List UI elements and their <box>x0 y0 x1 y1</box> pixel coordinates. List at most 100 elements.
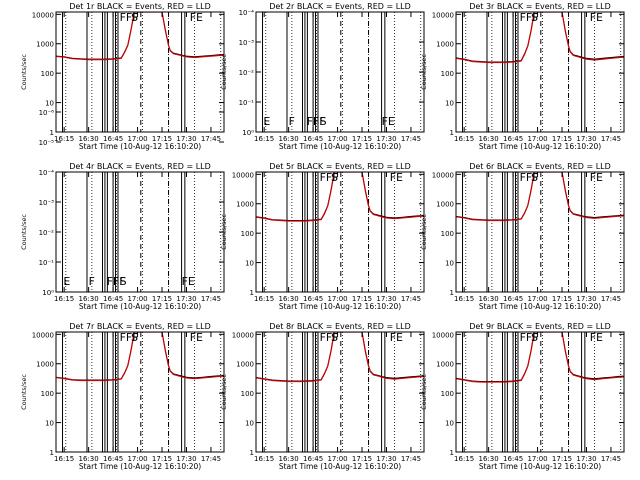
x-tick-label: 17:00 <box>527 455 547 463</box>
y-tick-label: 10⁻⁴ <box>239 9 255 17</box>
annotation-letter: FFF <box>120 11 139 24</box>
panel-title: Det 7r BLACK = Events, RED = LLD <box>69 322 211 331</box>
x-tick-label: 17:30 <box>176 455 196 463</box>
plot-frame <box>255 11 425 133</box>
annotation-letter: FFF <box>320 171 339 184</box>
plot-frame <box>455 11 625 133</box>
x-tick-label: 17:00 <box>127 455 147 463</box>
panel-title: Det 8r BLACK = Events, RED = LLD <box>269 322 411 331</box>
x-tick-label: 17:45 <box>401 135 421 143</box>
y-tick-label: 100 <box>241 230 254 238</box>
x-tick-label: 17:45 <box>601 455 621 463</box>
y-tick-label: 10⁻³ <box>239 39 255 47</box>
x-tick-label: 17:15 <box>552 135 572 143</box>
panel-title: Det 9r BLACK = Events, RED = LLD <box>469 322 611 331</box>
x-tick-label: 16:30 <box>479 295 499 303</box>
y-tick-label: 1 <box>50 129 54 137</box>
y-tick-label: 10⁻² <box>39 229 55 237</box>
x-tick-label: 16:15 <box>254 295 274 303</box>
x-tick-label: 16:30 <box>79 295 99 303</box>
y-tick-label: 10000 <box>232 171 254 179</box>
y-tick-label: 10⁻³ <box>39 199 55 207</box>
y-tick-label: 100 <box>441 230 454 238</box>
x-tick-label: 16:30 <box>279 135 299 143</box>
y-tick-label: 100 <box>241 390 254 398</box>
x-axis-label: Start Time (10-Aug-12 16:10:20) <box>79 462 201 471</box>
y-tick-label: 10 <box>245 420 254 428</box>
y-tick-label: 100 <box>441 390 454 398</box>
x-axis-label: Start Time (10-Aug-12 16:10:20) <box>479 462 601 471</box>
x-tick-label: 16:30 <box>279 295 299 303</box>
y-axis-label: Counts/sec <box>20 214 28 250</box>
y-tick-label: 1 <box>250 449 254 457</box>
y-axis-label: Counts/sec <box>220 374 228 410</box>
y-tick-label: 10 <box>445 420 454 428</box>
y-tick-label: 1000 <box>436 361 454 369</box>
x-tick-label: 16:15 <box>54 135 74 143</box>
panel-title: Det 6r BLACK = Events, RED = LLD <box>469 162 611 171</box>
y-tick-label: 10000 <box>32 331 54 339</box>
x-tick-label: 17:30 <box>376 135 396 143</box>
x-tick-label: 16:45 <box>103 455 123 463</box>
x-tick-label: 16:45 <box>503 455 523 463</box>
annotation-letter: S <box>331 331 338 344</box>
plot-frame <box>55 331 225 453</box>
annotation-letter: FE <box>590 171 603 184</box>
annotation-letter: FE <box>190 331 203 344</box>
x-tick-label: 17:15 <box>352 135 372 143</box>
lld-series-line <box>256 332 424 383</box>
x-axis-label: Start Time (10-Aug-12 16:10:20) <box>279 462 401 471</box>
annotation-letter: F <box>289 115 295 128</box>
x-axis-label: Start Time (10-Aug-12 16:10:20) <box>79 142 201 151</box>
y-tick-label: 10 <box>45 420 54 428</box>
y-tick-label: 10000 <box>32 11 54 19</box>
y-tick-label: 1 <box>450 289 454 297</box>
annotation-letter: FFF <box>520 331 539 344</box>
y-tick-label: 10⁻⁶ <box>39 109 55 117</box>
x-tick-label: 16:15 <box>454 135 474 143</box>
annotation-letter: FFF <box>307 115 326 128</box>
lld-series-line <box>456 172 624 222</box>
x-tick-label: 16:15 <box>254 455 274 463</box>
annotation-letter: E <box>63 275 70 288</box>
y-tick-label: 10000 <box>432 171 454 179</box>
y-tick-label: 1000 <box>436 41 454 49</box>
y-axis-label: Counts/sec <box>420 374 428 410</box>
plot-frame <box>455 171 625 293</box>
x-tick-label: 16:45 <box>503 135 523 143</box>
x-tick-label: 16:30 <box>279 455 299 463</box>
y-tick-label: 10⁻² <box>239 69 255 77</box>
lld-series-line <box>56 12 224 61</box>
annotation-letter: S <box>131 11 138 24</box>
y-tick-label: 10000 <box>432 11 454 19</box>
x-tick-label: 17:15 <box>352 455 372 463</box>
y-tick-label: 10 <box>45 100 54 108</box>
x-tick-label: 17:30 <box>576 455 596 463</box>
x-tick-label: 17:45 <box>201 135 221 143</box>
annotation-letter: S <box>331 171 338 184</box>
panel-title: Det 3r BLACK = Events, RED = LLD <box>469 2 611 11</box>
annotation-letter: FE <box>590 11 603 24</box>
annotation-letter: FE <box>590 331 603 344</box>
lld-series-line <box>456 12 624 64</box>
x-tick-label: 17:15 <box>152 295 172 303</box>
lld-series-line <box>256 172 424 222</box>
x-tick-label: 16:15 <box>454 295 474 303</box>
x-tick-label: 17:30 <box>176 295 196 303</box>
y-axis-label: Counts/sec <box>20 374 28 410</box>
x-tick-label: 17:30 <box>576 135 596 143</box>
y-axis-label: Counts/sec <box>220 214 228 250</box>
y-tick-label: 100 <box>41 390 54 398</box>
x-tick-label: 16:45 <box>103 135 123 143</box>
y-tick-label: 10000 <box>432 331 454 339</box>
y-tick-label: 10⁻⁵ <box>39 139 55 147</box>
annotation-letter: FFF <box>107 275 126 288</box>
x-tick-label: 16:30 <box>479 135 499 143</box>
panel-title: Det 4r BLACK = Events, RED = LLD <box>69 162 211 171</box>
